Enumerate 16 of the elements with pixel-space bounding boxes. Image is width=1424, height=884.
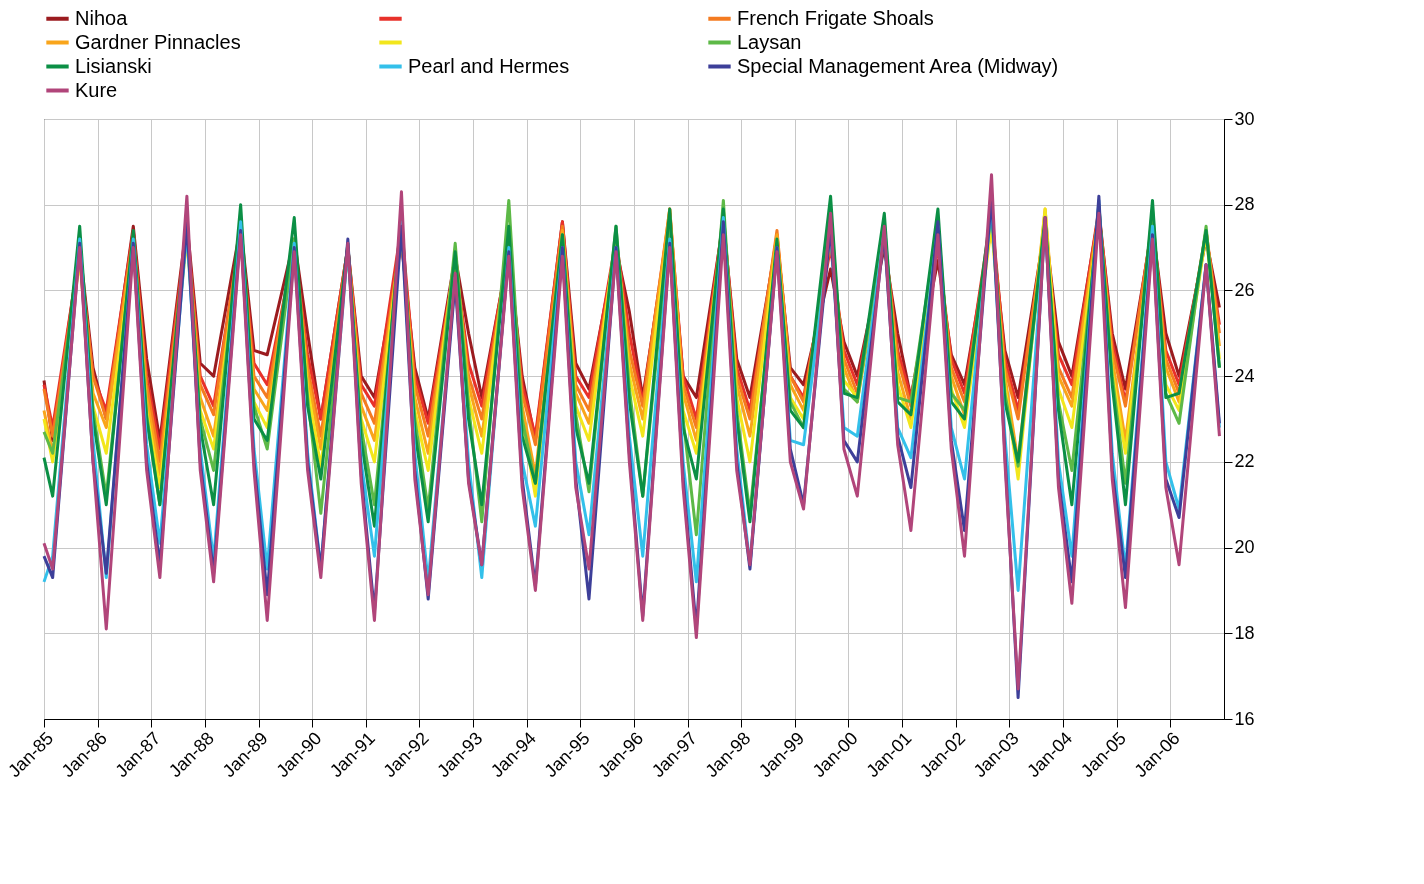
legend-label: Laysan (737, 30, 802, 53)
legend-label: Pearl and Hermes (408, 54, 570, 77)
y-tick-label: 28 (1234, 194, 1255, 215)
y-tick-label: 20 (1234, 537, 1255, 558)
legend-label: Nihoa (75, 6, 129, 29)
legend-label: French Frigate Shoals (737, 6, 934, 29)
y-tick-label: 26 (1234, 279, 1255, 300)
legend-label: Special Management Area (Midway) (737, 54, 1059, 77)
y-tick-label: 18 (1234, 622, 1255, 643)
legend-label: Kure (75, 78, 118, 101)
legend-label: Lisianski (75, 54, 152, 77)
y-tick-label: 16 (1234, 708, 1255, 729)
y-tick-label: 30 (1234, 108, 1255, 129)
y-tick-label: 24 (1234, 365, 1255, 386)
y-tick-label: 22 (1234, 451, 1255, 472)
legend-label: Gardner Pinnacles (75, 30, 241, 53)
